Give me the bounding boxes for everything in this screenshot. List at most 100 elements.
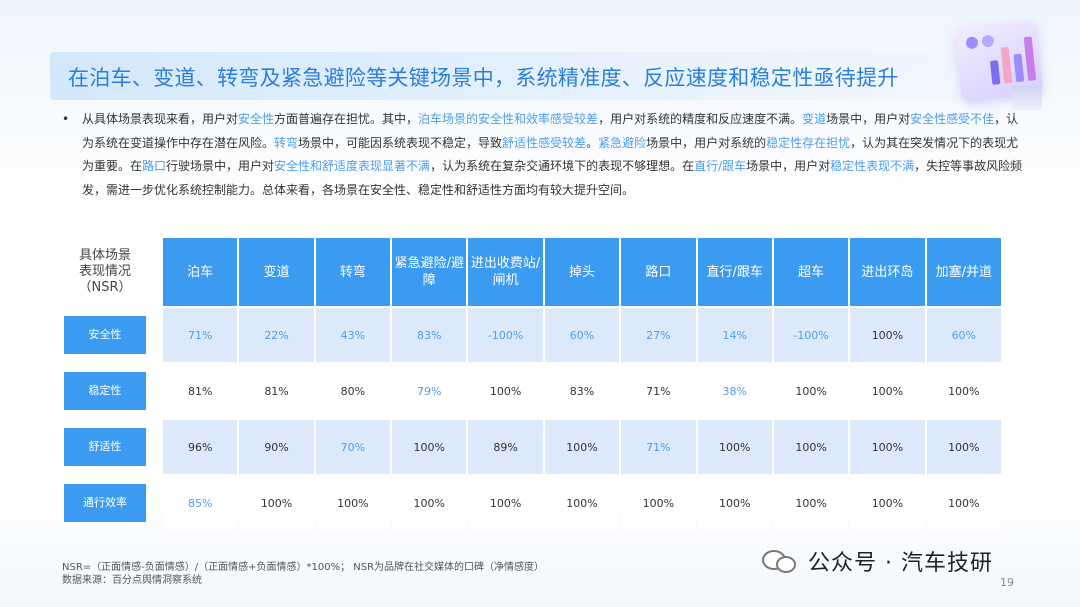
table-cell: 100% xyxy=(850,364,925,418)
table-cell: 81% xyxy=(239,364,314,418)
highlight-text: 路口 xyxy=(142,159,167,173)
body-text: ，认为其在突发情况下的表现尤为重要。在 xyxy=(82,135,1019,174)
column-header: 掉头 xyxy=(544,238,620,306)
table-cell: 22% xyxy=(239,308,314,362)
highlight-text: 直行/跟车 xyxy=(694,159,747,173)
table-cell: 100% xyxy=(850,476,925,530)
body-text: 场景中，用户对 xyxy=(746,159,831,173)
nsr-table: 具体场景 表现情况 （NSR） 泊车 变道 转弯 紧急避险/避障 进出收费站/闸机 掉头路… xyxy=(47,236,1003,532)
table-cell: -100% xyxy=(468,308,543,362)
row-header-label: 安全性 xyxy=(64,316,146,354)
body-text: 行驶场景中，用户对 xyxy=(166,159,275,173)
table-cell: 100% xyxy=(392,476,467,530)
column-header: 变道 xyxy=(239,238,314,306)
column-header: 泊车 xyxy=(163,238,238,306)
table-cell: 100% xyxy=(544,420,620,474)
table-row: 舒适性 96% 90% 70% 100% 89% 100% 71% 100% 100% 100% 10… xyxy=(49,420,1001,474)
body-text: 场景中，可能因系统表现不稳定，导致 xyxy=(298,135,503,150)
table-cell: 43% xyxy=(315,308,391,362)
table-cell: 100% xyxy=(621,476,696,530)
chart-stand-decoration xyxy=(1012,86,1042,110)
body-text: 场景中，用户对系统的 xyxy=(646,135,767,150)
body-text: ，用户对系统的精度和反应速度不满。 xyxy=(598,112,803,126)
table-cell: 60% xyxy=(544,308,620,362)
column-header: 加塞/并道 xyxy=(926,238,1001,306)
table-cell: 100% xyxy=(544,476,620,530)
wechat-watermark: 公众号 · 汽车技研 xyxy=(760,545,993,577)
table-header-row: 具体场景 表现情况 （NSR） 泊车 变道 转弯 紧急避险/避障 进出收费站/闸机 掉头路… xyxy=(49,238,1001,306)
table-cell: 80% xyxy=(315,364,391,418)
highlight-text: 舒适性感受较差 xyxy=(502,135,587,150)
table-cell: 100% xyxy=(850,308,925,362)
table-cell: 71% xyxy=(621,364,696,418)
table-cell: -100% xyxy=(773,308,849,362)
nsr-definition-note: NSR=（正面情感-负面情感）/（正面情感+负面情感）*100%； NSR为品牌… xyxy=(62,562,545,573)
table-cell: 100% xyxy=(468,364,543,418)
table-cell: 14% xyxy=(697,308,772,362)
column-header: 紧急避险/避障 xyxy=(392,238,467,306)
table-cell: 100% xyxy=(850,420,925,474)
table-cell: 100% xyxy=(468,476,543,530)
column-header: 直行/跟车 xyxy=(697,238,772,306)
row-header-label: 通行效率 xyxy=(64,484,146,522)
column-header: 转弯 xyxy=(315,238,391,306)
highlight-text: 泊车场景的安全性和效率感受较差 xyxy=(418,112,599,126)
table-cell: 71% xyxy=(163,308,238,362)
table-cell: 100% xyxy=(926,364,1001,418)
table-cell: 81% xyxy=(163,364,238,418)
footnotes: NSR=（正面情感-负面情感）/（正面情感+负面情感）*100%； NSR为品牌… xyxy=(62,561,544,587)
table-cell: 100% xyxy=(697,420,772,474)
table-cell: 100% xyxy=(926,476,1001,530)
table-cell: 83% xyxy=(544,364,620,418)
summary-text: 从具体场景表现来看，用户对安全性方面普遍存在担忧。其中，泊车场景的安全性和效率感… xyxy=(66,108,1026,202)
table-cell: 60% xyxy=(926,308,1001,362)
row-header-label: 稳定性 xyxy=(64,372,146,410)
body-text: ，失控等事故风险频发，需进一步优化系统控制能力。总体来看，各场景在安全性、稳定性… xyxy=(82,159,1023,197)
body-text: 场景中，用户对 xyxy=(826,112,911,126)
table-cell: 89% xyxy=(468,420,543,474)
highlight-text: 紧急避险 xyxy=(598,135,647,150)
data-source-note: 数据来源：百分点舆情洞察系统 xyxy=(62,575,202,586)
table-cell: 85% xyxy=(163,476,238,530)
page-number: 19 xyxy=(1000,576,1014,589)
bullet-marker: • xyxy=(62,112,70,126)
body-text: ，认为系统在变道操作中存在潜在风险。 xyxy=(82,112,1019,150)
highlight-text: 稳定性表现不满 xyxy=(830,159,915,173)
table-cell: 100% xyxy=(773,476,849,530)
highlight-text: 安全性 xyxy=(238,112,275,126)
body-text: 从具体场景表现来看，用户对 xyxy=(82,112,239,126)
table-cell: 100% xyxy=(239,476,314,530)
summary-paragraph: • 从具体场景表现来看，用户对安全性方面普遍存在担忧。其中，泊车场景的安全性和效… xyxy=(62,108,1026,202)
corner-line: 表现情况 xyxy=(78,264,131,279)
body-text: ，认为系统在复杂交通环境下的表现不够理想。在 xyxy=(430,159,695,173)
table-cell: 100% xyxy=(773,364,849,418)
wechat-account-label: 公众号 · 汽车技研 xyxy=(808,551,993,576)
row-header: 舒适性 xyxy=(49,420,161,474)
table-cell: 100% xyxy=(773,420,849,474)
table-cell: 27% xyxy=(621,308,696,362)
table-cell: 100% xyxy=(392,420,467,474)
table-cell: 71% xyxy=(621,420,696,474)
column-header: 超车 xyxy=(773,238,849,306)
corner-line: 具体场景 xyxy=(78,248,131,263)
table-row: 安全性 71% 22% 43% 83% -100% 60% 27% 14% -100% 100% 60… xyxy=(49,308,1001,362)
table-cell: 79% xyxy=(392,364,467,418)
table-cell: 38% xyxy=(697,364,772,418)
highlight-text: 转弯 xyxy=(274,135,299,150)
highlight-text: 安全性和舒适度表现显著不满 xyxy=(274,159,431,173)
highlight-text: 变道 xyxy=(802,112,827,126)
body-text: 方面普遍存在担忧。其中， xyxy=(274,112,419,126)
table-cell: 83% xyxy=(392,308,467,362)
title-banner xyxy=(50,52,970,100)
table-cell: 70% xyxy=(315,420,391,474)
body-text: 。 xyxy=(586,135,599,150)
row-header: 安全性 xyxy=(49,308,161,362)
highlight-text: 稳定性存在担忧 xyxy=(766,135,851,150)
corner-line: （NSR） xyxy=(78,280,132,295)
table-cell: 100% xyxy=(926,420,1001,474)
column-header: 进出收费站/闸机 xyxy=(468,238,543,306)
table-row: 通行效率 85% 100% 100% 100% 100% 100% 100% 100% 100% 1… xyxy=(49,476,1001,530)
row-header: 通行效率 xyxy=(49,476,161,530)
table-row: 稳定性 81% 81% 80% 79% 100% 83% 71% 38% 100% 100% 100% xyxy=(49,364,1001,418)
table-cell: 96% xyxy=(163,420,238,474)
